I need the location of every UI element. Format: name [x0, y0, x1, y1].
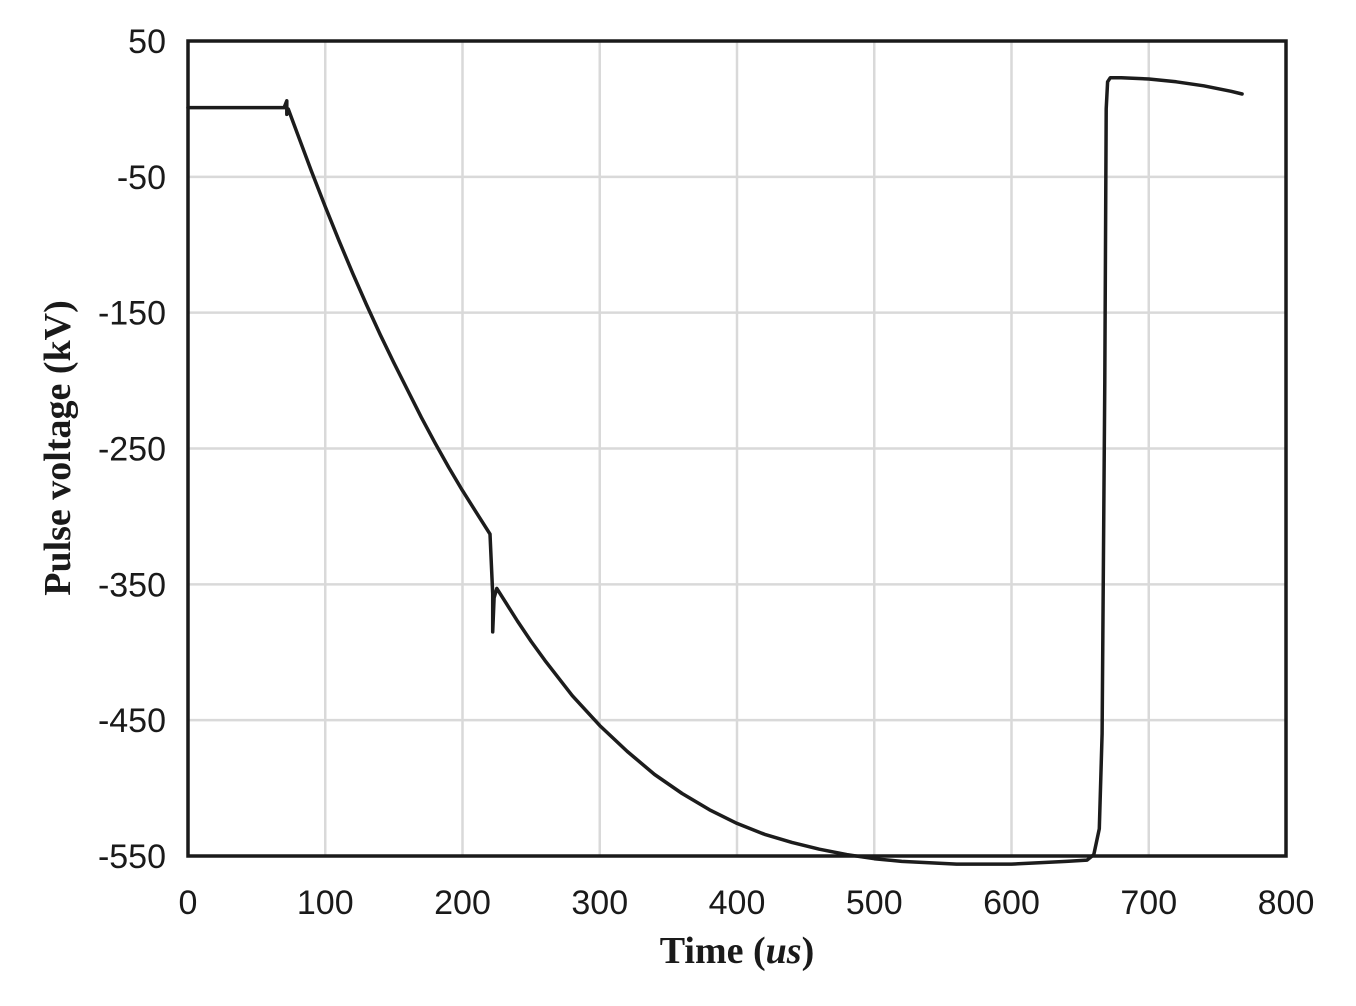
y-tick-label: -450 — [98, 702, 166, 740]
x-tick-label: 0 — [179, 884, 198, 922]
y-tick-label: -550 — [98, 838, 166, 876]
x-tick-labels: 0 100 200 300 400 500 600 700 800 — [179, 884, 1315, 922]
y-axis-title: Pulse voltage (kV) — [37, 300, 79, 596]
series-layer — [186, 75, 1244, 866]
y-tick-labels: 50 -50 -150 -250 -350 -450 -550 — [98, 23, 166, 876]
x-tick-label: 300 — [571, 884, 628, 922]
x-tick-label: 100 — [297, 884, 354, 922]
x-tick-label: 600 — [983, 884, 1040, 922]
y-tick-label: 50 — [128, 23, 166, 61]
plot-frame — [186, 39, 1288, 858]
y-tick-label: -250 — [98, 431, 166, 469]
x-tick-label: 800 — [1258, 884, 1315, 922]
grid-lines — [186, 39, 1288, 858]
x-axis-title: Time (us) — [660, 930, 814, 972]
y-tick-label: -50 — [117, 159, 166, 197]
x-tick-label: 500 — [846, 884, 903, 922]
x-tick-label: 400 — [709, 884, 766, 922]
y-tick-label: -150 — [98, 295, 166, 333]
x-tick-label: 200 — [434, 884, 491, 922]
y-tick-label: -350 — [98, 566, 166, 604]
x-tick-label: 700 — [1120, 884, 1177, 922]
series-line — [186, 75, 1244, 866]
x-axis-unit: us — [766, 930, 802, 972]
